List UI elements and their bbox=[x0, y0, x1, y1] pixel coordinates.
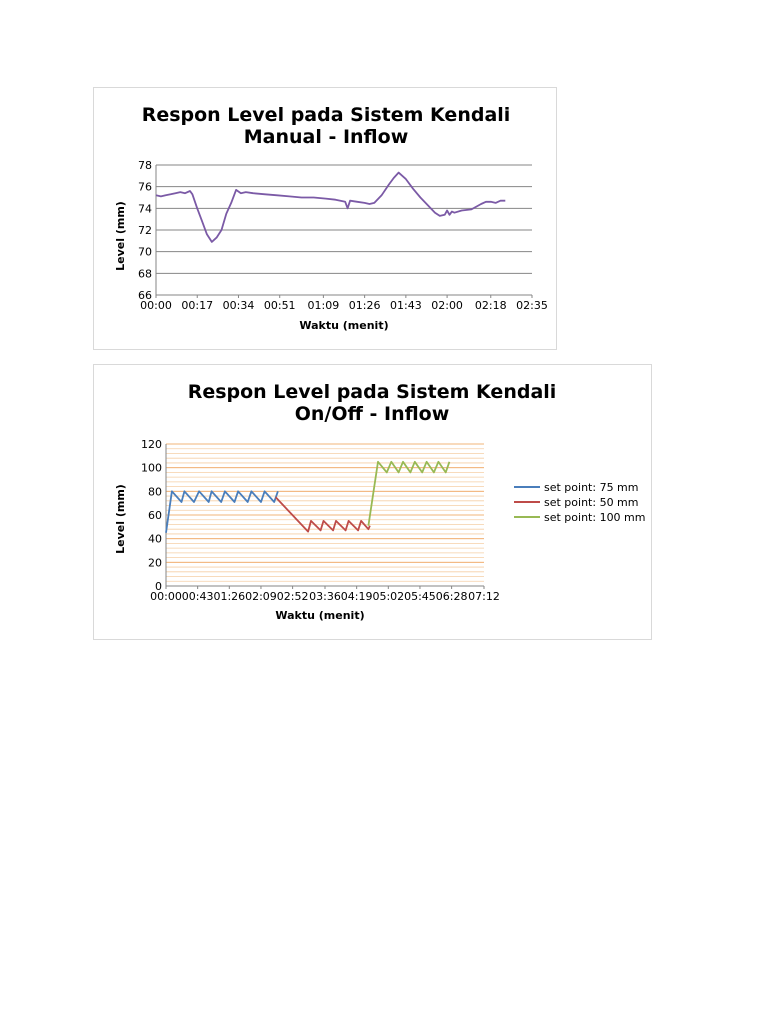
y-tick-label-5: 76 bbox=[138, 181, 152, 194]
y-tick-label-4: 80 bbox=[148, 485, 162, 498]
y-tick-label-2: 70 bbox=[138, 246, 152, 259]
series-line-2 bbox=[367, 460, 451, 526]
x-tick-label-0: 00:00 bbox=[140, 299, 172, 312]
x-tick-label-3: 00:51 bbox=[264, 299, 296, 312]
x-tick-label-8: 05:45 bbox=[404, 590, 436, 603]
y-axis-label: Level (mm) bbox=[114, 484, 127, 554]
x-tick-label-2: 01:26 bbox=[213, 590, 245, 603]
y-tick-label-0: 66 bbox=[138, 289, 152, 302]
y-tick-label-1: 68 bbox=[138, 267, 152, 280]
x-tick-label-6: 04:19 bbox=[341, 590, 373, 603]
y-tick-label-2: 40 bbox=[148, 533, 162, 546]
y-tick-label-3: 72 bbox=[138, 224, 152, 237]
x-tick-label-7: 05:02 bbox=[372, 590, 404, 603]
x-tick-label-7: 02:00 bbox=[431, 299, 463, 312]
chart-onoff-inflow: Respon Level pada Sistem Kendali On/Off … bbox=[93, 364, 652, 640]
x-tick-label-9: 02:35 bbox=[516, 299, 548, 312]
x-tick-label-5: 01:26 bbox=[349, 299, 381, 312]
x-axis-label: Waktu (menit) bbox=[299, 319, 388, 332]
y-tick-label-6: 78 bbox=[138, 159, 152, 172]
y-tick-label-1: 20 bbox=[148, 556, 162, 569]
y-tick-label-0: 0 bbox=[155, 580, 162, 593]
x-tick-label-1: 00:17 bbox=[181, 299, 213, 312]
chart-manual-svg: Respon Level pada Sistem Kendali Manual … bbox=[114, 104, 548, 332]
y-tick-label-4: 74 bbox=[138, 202, 152, 215]
chart-onoff-svg: Respon Level pada Sistem Kendali On/Off … bbox=[114, 381, 646, 622]
legend-label-0: set point: 75 mm bbox=[544, 481, 639, 494]
x-tick-label-2: 00:34 bbox=[223, 299, 255, 312]
x-tick-label-4: 01:09 bbox=[308, 299, 340, 312]
series-line-0 bbox=[155, 171, 506, 243]
x-tick-label-9: 06:28 bbox=[436, 590, 468, 603]
y-tick-label-5: 100 bbox=[141, 462, 162, 475]
series-line-0 bbox=[165, 490, 279, 533]
x-tick-label-6: 01:43 bbox=[390, 299, 422, 312]
x-tick-label-8: 02:18 bbox=[475, 299, 507, 312]
series-line-1 bbox=[275, 496, 371, 533]
y-tick-label-6: 120 bbox=[141, 438, 162, 451]
chart-title-line-2: Manual - Inflow bbox=[244, 126, 409, 148]
y-axis-label: Level (mm) bbox=[114, 201, 127, 271]
x-tick-label-1: 00:43 bbox=[182, 590, 214, 603]
legend-label-1: set point: 50 mm bbox=[544, 496, 639, 509]
chart-title-line-2: On/Off - Inflow bbox=[295, 403, 450, 425]
chart-manual-inflow: Respon Level pada Sistem Kendali Manual … bbox=[93, 87, 557, 350]
x-tick-label-5: 03:36 bbox=[309, 590, 341, 603]
x-tick-label-3: 02:09 bbox=[245, 590, 277, 603]
x-tick-label-4: 02:52 bbox=[277, 590, 309, 603]
y-tick-label-3: 60 bbox=[148, 509, 162, 522]
x-tick-label-10: 07:12 bbox=[468, 590, 500, 603]
x-tick-label-0: 00:00 bbox=[150, 590, 182, 603]
chart-title-line-1: Respon Level pada Sistem Kendali bbox=[142, 104, 511, 126]
x-axis-label: Waktu (menit) bbox=[275, 609, 364, 622]
chart-title-line-1: Respon Level pada Sistem Kendali bbox=[188, 381, 557, 403]
legend-label-2: set point: 100 mm bbox=[544, 511, 646, 524]
